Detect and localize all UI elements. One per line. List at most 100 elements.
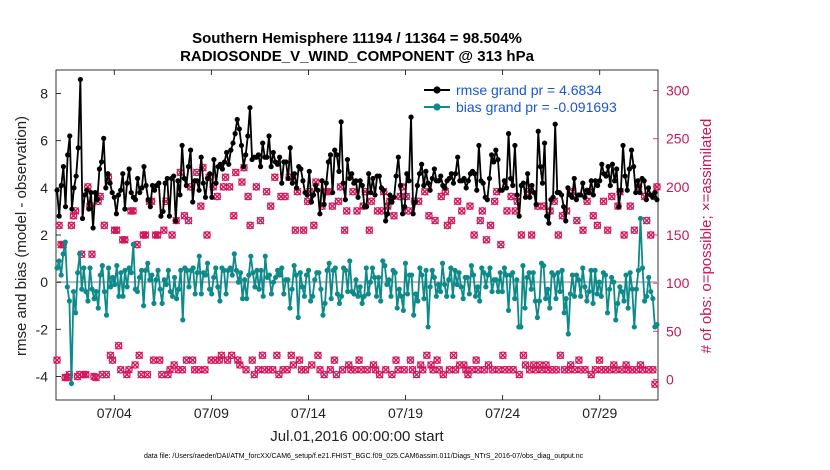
rmse-point <box>550 194 556 200</box>
bias-point <box>312 277 318 283</box>
obs-count-marker <box>515 370 524 379</box>
obs-possible-marker <box>168 231 176 239</box>
obs-possible-marker <box>390 211 398 220</box>
bias-point <box>165 267 171 273</box>
obs-count-marker <box>235 361 244 369</box>
obs-count-marker <box>470 231 479 239</box>
obs-possible-marker <box>160 226 168 235</box>
rmse-point <box>62 204 69 210</box>
rmse-point <box>516 213 522 219</box>
bias-point <box>303 272 310 278</box>
obs-possible-marker <box>607 192 616 201</box>
bias-point <box>569 272 576 278</box>
rmse-point <box>109 189 115 196</box>
rmse-point <box>255 152 262 158</box>
bias-point <box>437 288 444 295</box>
rmse-point <box>94 197 100 203</box>
bias-point <box>79 286 85 292</box>
rmse-point <box>387 192 393 198</box>
rmse-point <box>438 173 444 179</box>
obs-count-marker <box>390 211 398 220</box>
rmse-point <box>563 218 569 224</box>
bias-point <box>275 267 281 273</box>
obs-possible-marker <box>443 221 452 230</box>
obs-assimilated-marker <box>178 365 187 374</box>
rmse-point <box>164 175 170 182</box>
bias-point <box>178 267 184 273</box>
obs-possible-marker <box>203 231 211 239</box>
obs-possible-marker <box>295 356 304 364</box>
footer-data-file: data file: /Users/raeder/DAI/ATM_forcXX/… <box>144 453 584 460</box>
obs-assimilated-marker <box>219 182 228 191</box>
bias-point <box>553 296 559 302</box>
legend-rmse-marker <box>433 86 441 94</box>
obs-count-marker <box>289 361 298 369</box>
rmse-point <box>58 182 64 189</box>
obs-assimilated-marker <box>201 365 209 374</box>
rmse-point <box>652 189 658 196</box>
bias-point <box>376 274 382 281</box>
obs-possible-marker <box>400 365 409 374</box>
obs-possible-marker <box>299 226 308 235</box>
rmse-point <box>71 185 77 191</box>
obs-count-marker <box>299 226 308 235</box>
obs-assimilated-marker <box>151 231 160 239</box>
bias-point <box>209 291 215 297</box>
obs-count-marker <box>227 351 236 360</box>
obs-count-marker <box>630 226 639 235</box>
obs-count-marker <box>353 207 361 215</box>
x-tick-label: 07/14 <box>291 405 326 421</box>
bias-point <box>322 300 328 306</box>
legend-rmse-label: rmse grand pr = 4.6834 <box>456 82 602 98</box>
rmse-point <box>380 187 387 193</box>
x-axis-label: Jul.01,2016 00:00:00 start <box>270 428 444 445</box>
obs-count-marker <box>184 216 193 225</box>
obs-assimilated-marker <box>137 370 146 379</box>
obs-assimilated-marker <box>244 192 253 201</box>
obs-count-marker <box>496 240 505 249</box>
obs-count-marker <box>406 356 415 365</box>
bias-point <box>518 324 524 330</box>
bias-point <box>442 281 448 288</box>
rmse-point <box>436 178 442 184</box>
obs-possible-marker <box>262 187 271 196</box>
bias-point <box>258 267 264 273</box>
obs-assimilated-marker <box>648 365 657 374</box>
obs-assimilated-marker <box>287 351 296 360</box>
bias-point <box>400 307 406 314</box>
bias-point <box>136 274 143 281</box>
legend-bias-label: bias grand pr = -0.091693 <box>456 99 617 115</box>
obs-possible-marker <box>589 211 598 220</box>
obs-possible-marker <box>566 361 575 369</box>
obs-possible-marker <box>620 231 628 239</box>
rmse-point <box>654 197 660 203</box>
bias-point <box>244 296 250 302</box>
rmse-point <box>622 173 628 179</box>
bias-point <box>429 267 435 273</box>
bias-point <box>227 265 233 271</box>
obs-count-marker <box>114 341 123 350</box>
rmse-point <box>128 189 134 196</box>
obs-possible-marker <box>472 356 481 364</box>
obs-assimilated-marker <box>363 365 372 374</box>
rmse-point <box>620 142 626 149</box>
rmse-point <box>614 166 620 172</box>
obs-possible-marker <box>120 235 129 244</box>
bias-point <box>293 272 299 278</box>
obs-possible-marker <box>273 351 281 360</box>
bias-point <box>654 321 660 328</box>
y-right-tick-label: 0 <box>666 371 674 387</box>
bias-point <box>56 258 62 264</box>
obs-count-marker <box>314 351 322 360</box>
rmse-point <box>611 178 618 184</box>
obs-count-marker <box>307 361 316 369</box>
rmse-point <box>338 119 344 125</box>
obs-possible-marker <box>153 231 162 239</box>
obs-assimilated-marker <box>552 365 561 374</box>
bias-point <box>417 265 423 271</box>
chart-title: Southern Hemisphere 11194 / 11364 = 98.5… <box>192 30 522 47</box>
rmse-point <box>410 211 416 217</box>
obs-possible-marker <box>244 192 252 201</box>
obs-count-marker <box>116 365 125 374</box>
obs-count-marker <box>272 351 281 360</box>
